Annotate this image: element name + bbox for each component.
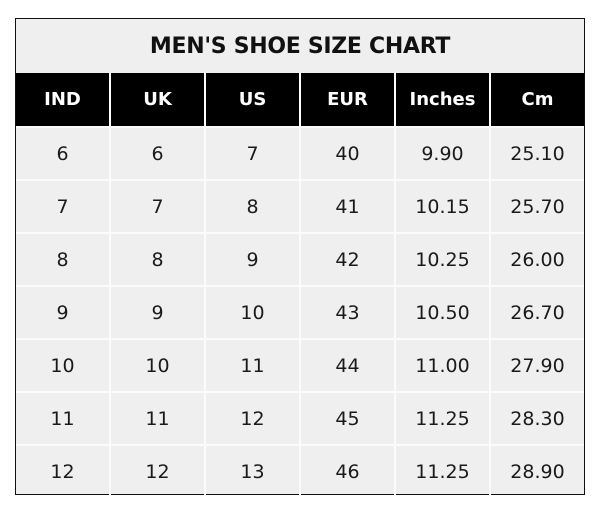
chart-title: MEN'S SHOE SIZE CHART [16,19,584,73]
header-us: US [206,73,301,126]
cell-us: 9 [206,232,301,285]
cell-cm: 26.00 [491,232,584,285]
cell-eur: 42 [301,232,396,285]
cell-uk: 11 [111,391,206,444]
cell-inches: 10.25 [396,232,491,285]
cell-inches: 9.90 [396,126,491,179]
table-row: 7 7 8 41 10.15 25.70 [16,179,584,232]
cell-cm: 26.70 [491,285,584,338]
cell-us: 11 [206,338,301,391]
cell-inches: 11.25 [396,444,491,497]
cell-ind: 12 [16,444,111,497]
cell-inches: 11.00 [396,338,491,391]
cell-uk: 9 [111,285,206,338]
cell-us: 8 [206,179,301,232]
cell-inches: 10.50 [396,285,491,338]
cell-uk: 12 [111,444,206,497]
table-row: 11 11 12 45 11.25 28.30 [16,391,584,444]
cell-uk: 6 [111,126,206,179]
header-ind: IND [16,73,111,126]
cell-eur: 40 [301,126,396,179]
cell-ind: 9 [16,285,111,338]
cell-ind: 8 [16,232,111,285]
header-inches: Inches [396,73,491,126]
cell-uk: 10 [111,338,206,391]
cell-us: 12 [206,391,301,444]
table-row: 12 12 13 46 11.25 28.90 [16,444,584,497]
cell-us: 13 [206,444,301,497]
cell-eur: 45 [301,391,396,444]
cell-uk: 8 [111,232,206,285]
cell-eur: 41 [301,179,396,232]
cell-ind: 7 [16,179,111,232]
header-cm: Cm [521,89,554,110]
cell-cm: 28.90 [491,444,584,497]
header-eur: EUR [301,73,396,126]
cell-cm: 28.30 [491,391,584,444]
header-uk: UK [111,73,206,126]
cell-us: 10 [206,285,301,338]
cell-eur: 44 [301,338,396,391]
header-row: IND UK US EUR Inches Cm [16,73,584,126]
cell-inches: 10.15 [396,179,491,232]
table-row: 10 10 11 44 11.00 27.90 [16,338,584,391]
cell-inches: 11.25 [396,391,491,444]
cell-eur: 43 [301,285,396,338]
table-row: 8 8 9 42 10.25 26.00 [16,232,584,285]
cell-cm: 25.10 [491,126,584,179]
cell-cm: 27.90 [491,338,584,391]
cell-us: 7 [206,126,301,179]
size-chart-table: MEN'S SHOE SIZE CHART IND UK US EUR Inch… [15,18,585,497]
cell-cm: 25.70 [491,179,584,232]
table-row: 9 9 10 43 10.50 26.70 [16,285,584,338]
cell-ind: 10 [16,338,111,391]
table-row: 6 6 7 40 9.90 25.10 [16,126,584,179]
cell-ind: 6 [16,126,111,179]
cell-eur: 46 [301,444,396,497]
cell-ind: 11 [16,391,111,444]
cell-uk: 7 [111,179,206,232]
